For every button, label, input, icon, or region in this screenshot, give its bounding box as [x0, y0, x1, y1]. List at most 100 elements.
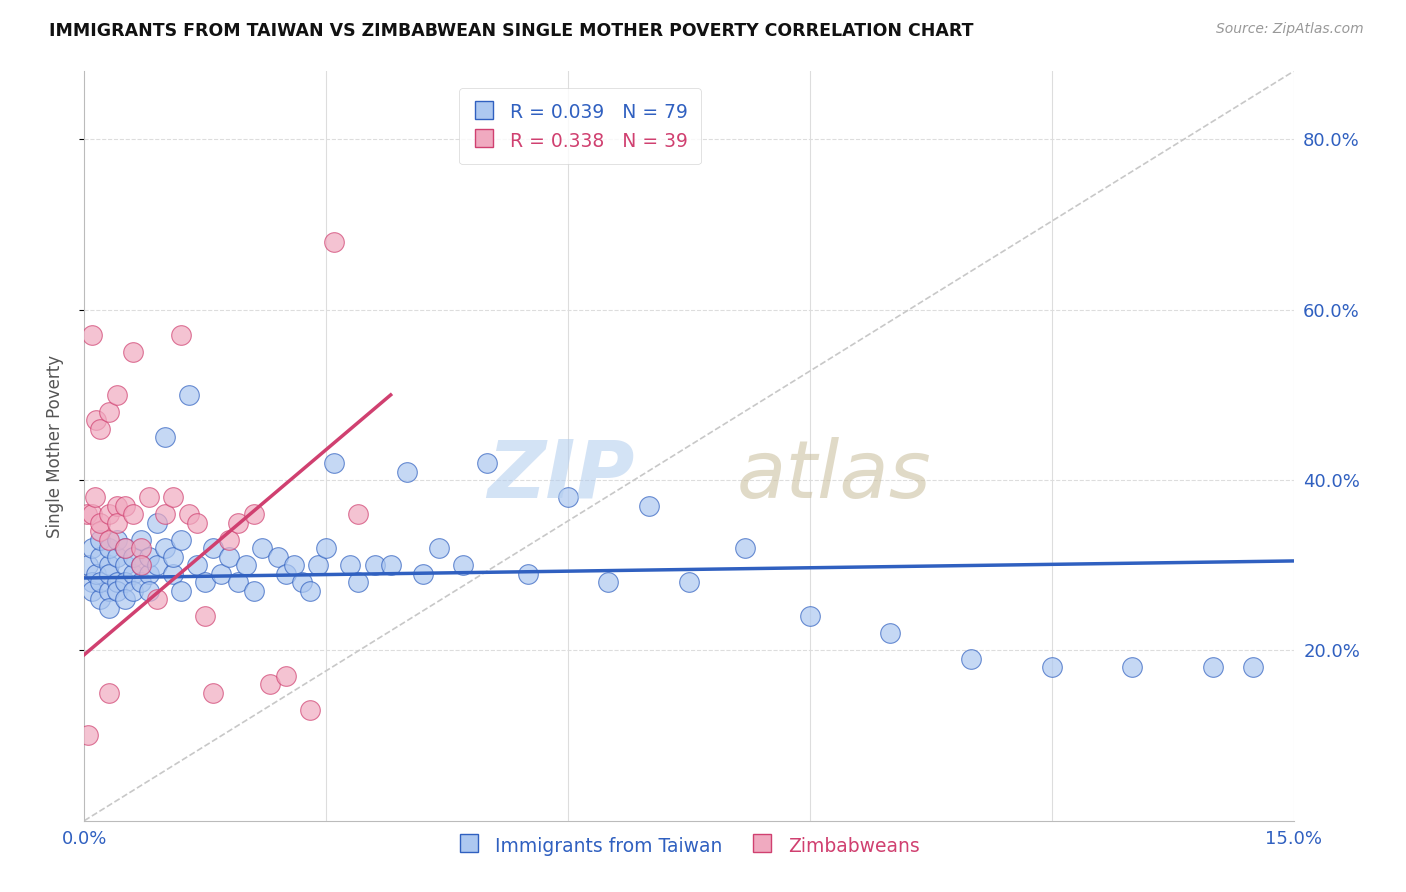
Point [97, 566, 120, 581]
Text: IMMIGRANTS FROM TAIWAN VS ZIMBABWEAN SINGLE MOTHER POVERTY CORRELATION CHART: IMMIGRANTS FROM TAIWAN VS ZIMBABWEAN SIN… [49, 22, 974, 40]
Point [799, 609, 821, 624]
Point [138, 490, 160, 504]
Point [97, 507, 120, 521]
Point [209, 566, 232, 581]
Point [218, 533, 240, 547]
Point [121, 583, 143, 598]
Point [283, 558, 305, 573]
Point [121, 345, 143, 359]
Point [477, 456, 499, 470]
Point [89, 516, 111, 530]
Point [250, 541, 273, 556]
Point [162, 549, 184, 564]
Point [960, 652, 983, 666]
Legend: Immigrants from Taiwan, Zimbabweans: Immigrants from Taiwan, Zimbabweans [450, 827, 928, 863]
Point [105, 516, 128, 530]
Point [129, 533, 152, 547]
Point [323, 456, 346, 470]
Point [82, 575, 104, 590]
Point [1241, 660, 1264, 674]
Point [129, 558, 152, 573]
Point [105, 388, 128, 402]
Point [82, 541, 104, 556]
Point [83, 490, 105, 504]
Point [138, 566, 160, 581]
Point [291, 575, 314, 590]
Point [146, 592, 169, 607]
Point [114, 558, 136, 573]
Point [1202, 660, 1225, 674]
Point [129, 558, 152, 573]
Point [226, 516, 249, 530]
Point [97, 541, 120, 556]
Point [153, 430, 176, 444]
Point [153, 541, 176, 556]
Point [637, 499, 659, 513]
Point [879, 626, 901, 640]
Point [114, 592, 136, 607]
Point [146, 516, 169, 530]
Text: ZIP: ZIP [486, 437, 634, 515]
Y-axis label: Single Mother Poverty: Single Mother Poverty [45, 354, 63, 538]
Point [105, 583, 128, 598]
Point [129, 575, 152, 590]
Point [97, 558, 120, 573]
Point [1121, 660, 1143, 674]
Point [162, 566, 184, 581]
Point [121, 507, 143, 521]
Point [105, 575, 128, 590]
Point [235, 558, 257, 573]
Point [77, 729, 100, 743]
Point [557, 490, 579, 504]
Point [97, 583, 120, 598]
Point [89, 524, 111, 538]
Point [186, 558, 208, 573]
Point [89, 422, 111, 436]
Point [395, 465, 418, 479]
Point [97, 405, 120, 419]
Point [242, 507, 264, 521]
Point [678, 575, 700, 590]
Point [105, 499, 128, 513]
Point [363, 558, 385, 573]
Point [274, 669, 297, 683]
Point [114, 499, 136, 513]
Point [299, 583, 322, 598]
Point [82, 507, 104, 521]
Point [179, 388, 201, 402]
Point [97, 600, 120, 615]
Point [339, 558, 361, 573]
Point [86, 566, 108, 581]
Point [76, 507, 98, 521]
Point [598, 575, 620, 590]
Point [202, 541, 225, 556]
Text: Source: ZipAtlas.com: Source: ZipAtlas.com [1216, 22, 1364, 37]
Point [347, 507, 370, 521]
Point [226, 575, 249, 590]
Point [307, 558, 329, 573]
Point [516, 566, 538, 581]
Point [97, 686, 120, 700]
Point [242, 583, 264, 598]
Point [105, 549, 128, 564]
Point [170, 583, 193, 598]
Point [105, 533, 128, 547]
Point [259, 677, 281, 691]
Point [89, 575, 111, 590]
Point [299, 703, 322, 717]
Point [121, 549, 143, 564]
Point [1040, 660, 1063, 674]
Point [82, 328, 104, 343]
Point [114, 541, 136, 556]
Point [170, 533, 193, 547]
Point [89, 549, 111, 564]
Point [315, 541, 337, 556]
Point [86, 413, 108, 427]
Point [734, 541, 756, 556]
Point [267, 549, 290, 564]
Point [129, 541, 152, 556]
Point [202, 686, 225, 700]
Point [194, 609, 217, 624]
Point [412, 566, 434, 581]
Point [82, 583, 104, 598]
